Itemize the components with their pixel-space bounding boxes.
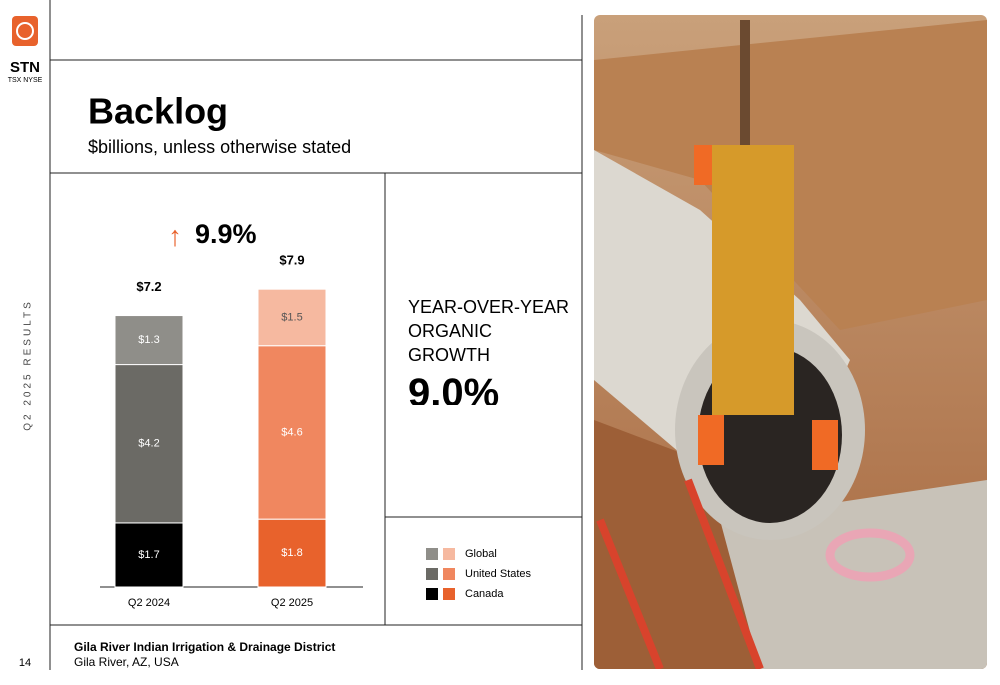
- bar-segment: [114, 522, 184, 588]
- page-number: 14: [19, 657, 31, 669]
- legend-label: Canada: [465, 588, 504, 600]
- footer-project: Gila River Indian Irrigation & Drainage …: [74, 640, 335, 654]
- logo-ticker: STN: [10, 59, 40, 76]
- legend-swatch: [443, 548, 455, 560]
- legend-swatch: [443, 568, 455, 580]
- value-label: $1.3: [138, 334, 159, 346]
- total-label: $7.9: [279, 253, 304, 268]
- logo-glyph: [16, 22, 34, 40]
- kpi-label: YEAR-OVER-YEAR ORGANIC GROWTH: [408, 297, 570, 365]
- growth-arrow: ↑: [168, 220, 182, 251]
- logo-mark: [12, 16, 38, 46]
- side-label: Q2 2025 RESULTS: [23, 299, 34, 431]
- photo: [594, 15, 987, 669]
- value-label: $4.2: [138, 438, 159, 450]
- footer-location: Gila River, AZ, USA: [74, 655, 179, 669]
- x-tick-label: Q2 2025: [271, 597, 313, 609]
- legend-swatch: [426, 588, 438, 600]
- x-tick-label: Q2 2024: [128, 597, 170, 609]
- bar-segment: [114, 364, 184, 524]
- kpi-box: YEAR-OVER-YEAR ORGANIC GROWTH 9.0%: [408, 297, 570, 405]
- value-label: $4.6: [281, 426, 302, 438]
- legend-swatch: [426, 568, 438, 580]
- logo-exchange: TSX NYSE: [8, 77, 43, 84]
- bar-segment: [257, 345, 327, 520]
- bar-segment: [257, 518, 327, 588]
- growth-annotation: 9.9%: [195, 219, 257, 249]
- value-label: $1.8: [281, 547, 302, 559]
- slide-subtitle: $billions, unless otherwise stated: [88, 137, 351, 157]
- legend-swatch: [443, 588, 455, 600]
- bar-segment: [114, 315, 184, 366]
- legend-label: Global: [465, 548, 497, 560]
- value-label: $1.5: [281, 311, 302, 323]
- legend-swatch: [426, 548, 438, 560]
- kpi-value: 9.0%: [408, 371, 500, 405]
- slide-title: Backlog: [88, 91, 228, 132]
- value-label: $1.7: [138, 549, 159, 561]
- bar-segment: [257, 288, 327, 347]
- total-label: $7.2: [136, 279, 161, 294]
- legend-label: United States: [465, 568, 532, 580]
